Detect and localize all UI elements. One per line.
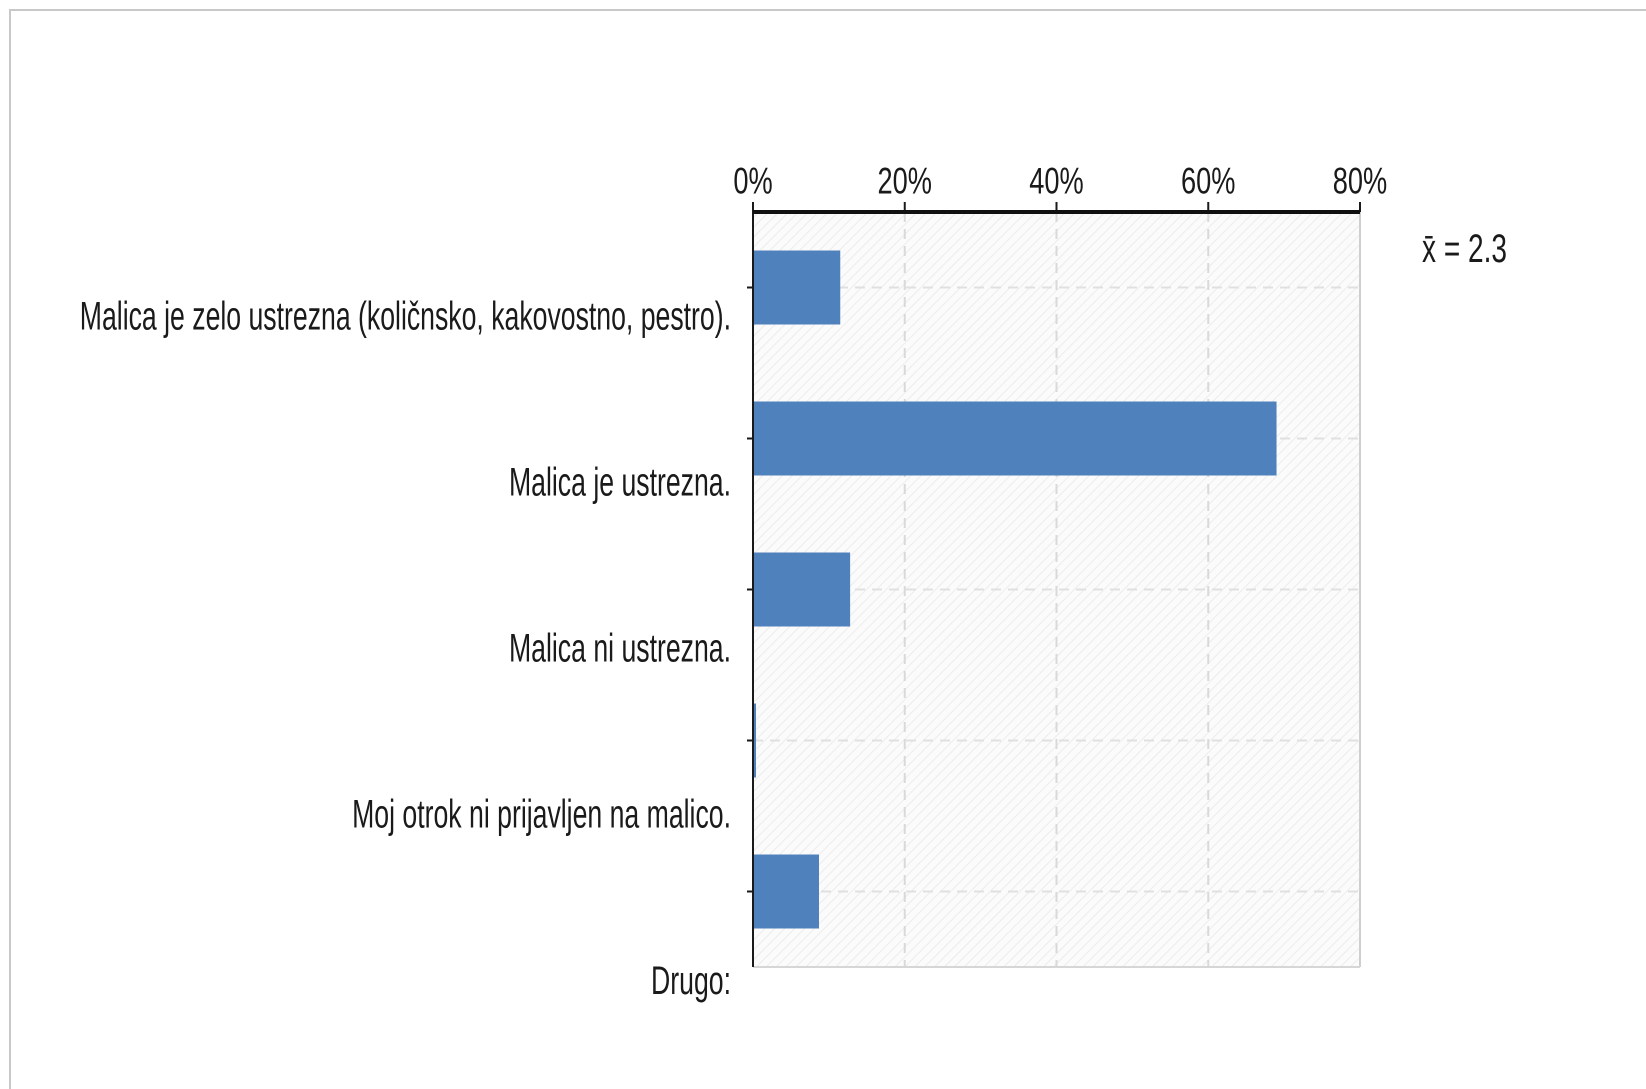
category-label: Malica je ustrezna.: [509, 460, 731, 505]
bar: [753, 854, 820, 929]
x-tick-label: 80%: [1333, 159, 1387, 201]
bar: [753, 552, 851, 627]
category-label: Malica je zelo ustrezna (količnsko, kako…: [80, 294, 731, 339]
x-tick-label: 20%: [878, 159, 932, 201]
x-tick-label: 0%: [733, 159, 772, 201]
bar: [753, 250, 841, 325]
bar: [753, 703, 756, 778]
x-tick-label: 40%: [1029, 159, 1083, 201]
bar: [753, 401, 1277, 476]
chart-frame: [9, 9, 1646, 1089]
category-label: Malica ni ustrezna.: [509, 626, 731, 671]
x-tick-label: 60%: [1181, 159, 1235, 201]
category-label: Moj otrok ni prijavljen na malico.: [352, 793, 731, 838]
category-label: Drugo:: [651, 959, 731, 1004]
mean-label: x̄ = 2.3: [1422, 227, 1507, 271]
